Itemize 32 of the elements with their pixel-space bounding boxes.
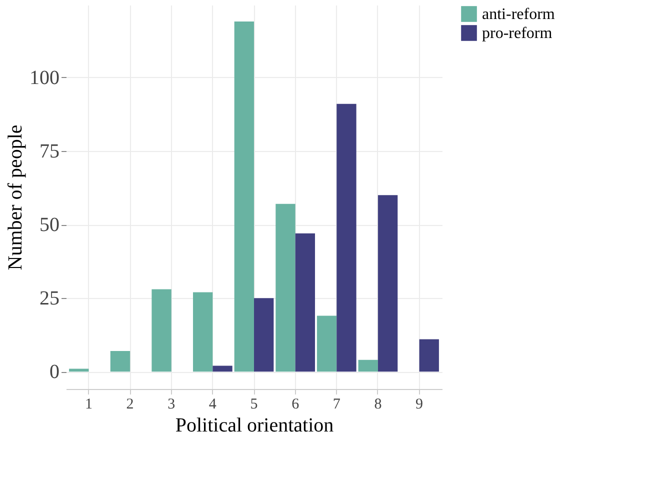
bar bbox=[254, 298, 274, 372]
x-tick-label: 2 bbox=[126, 396, 134, 412]
x-tick-label: 5 bbox=[250, 396, 258, 412]
bar bbox=[69, 368, 89, 372]
bar bbox=[234, 21, 254, 372]
bar bbox=[336, 104, 356, 372]
bar bbox=[193, 292, 213, 372]
y-axis-title: Number of people bbox=[4, 124, 26, 270]
bar bbox=[110, 351, 130, 372]
bar bbox=[152, 289, 172, 372]
x-tick-label: 6 bbox=[292, 396, 300, 412]
legend-label: anti-reform bbox=[482, 6, 556, 23]
x-tick-label: 7 bbox=[332, 396, 341, 412]
x-axis-title: Political orientation bbox=[175, 414, 334, 436]
bar bbox=[419, 339, 439, 372]
y-tick-label: 25 bbox=[40, 288, 60, 310]
x-tick-label: 9 bbox=[416, 396, 424, 412]
y-tick-label: 0 bbox=[50, 361, 60, 384]
x-tick-label: 4 bbox=[208, 396, 217, 412]
x-tick-label: 1 bbox=[84, 396, 92, 412]
y-tick-label: 100 bbox=[30, 66, 60, 89]
x-tick-label: 8 bbox=[374, 396, 382, 412]
x-tick-label: 3 bbox=[168, 396, 176, 412]
bar bbox=[316, 316, 337, 372]
legend-label: pro-reform bbox=[482, 25, 553, 42]
bar bbox=[276, 204, 296, 372]
y-tick-label: 50 bbox=[40, 214, 60, 236]
bar bbox=[212, 366, 232, 372]
bar bbox=[378, 195, 398, 372]
bar bbox=[295, 233, 315, 372]
bar bbox=[358, 360, 378, 372]
y-tick-label: 75 bbox=[40, 140, 60, 162]
